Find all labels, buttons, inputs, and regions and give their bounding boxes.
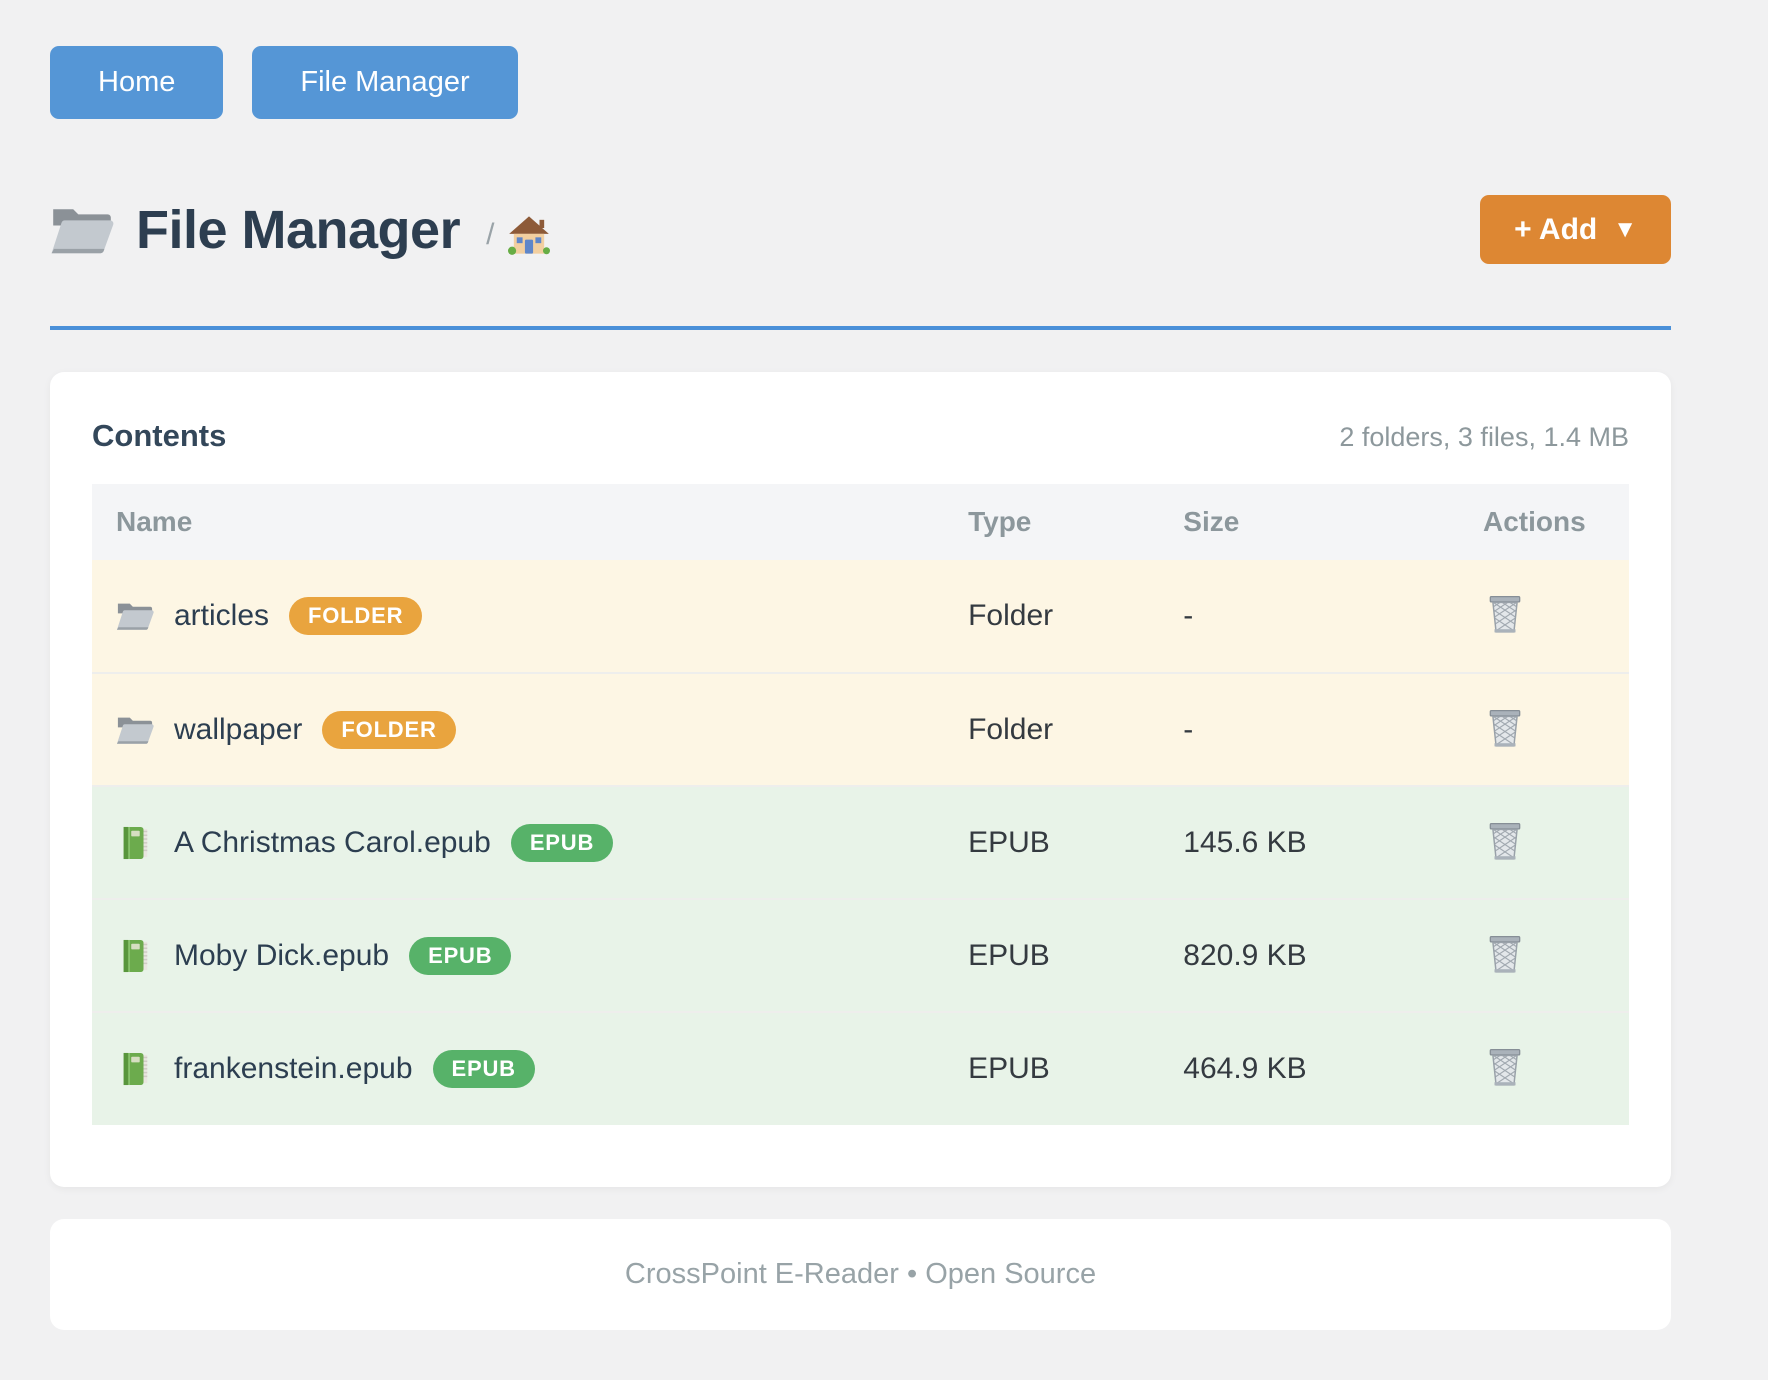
- file-name[interactable]: Moby Dick.epub: [174, 939, 389, 973]
- delete-button[interactable]: [1483, 589, 1527, 639]
- book-icon: [116, 826, 154, 860]
- file-table: Name Type Size Actions: [92, 484, 1629, 1125]
- file-type-badge: EPUB: [511, 824, 613, 862]
- trash-icon: [1487, 1046, 1523, 1088]
- book-icon: [116, 939, 154, 973]
- delete-button[interactable]: [1483, 1042, 1527, 1092]
- file-name-group: Moby Dick.epub EPUB: [116, 937, 968, 975]
- nav-file-manager-button[interactable]: File Manager: [252, 46, 517, 119]
- table-row[interactable]: frankenstein.epub EPUB EPUB 464.9 KB: [92, 1012, 1629, 1125]
- size-cell: -: [1183, 560, 1483, 673]
- file-type-badge: EPUB: [433, 1050, 535, 1088]
- contents-card-header: Contents 2 folders, 3 files, 1.4 MB: [92, 418, 1629, 454]
- file-name[interactable]: wallpaper: [174, 713, 302, 747]
- size-cell: 145.6 KB: [1183, 786, 1483, 899]
- delete-button[interactable]: [1483, 703, 1527, 753]
- column-header-name: Name: [92, 484, 968, 560]
- delete-button[interactable]: [1483, 816, 1527, 866]
- add-button[interactable]: + Add ▼: [1480, 195, 1671, 264]
- size-cell: -: [1183, 673, 1483, 786]
- folder-icon: [116, 599, 154, 633]
- type-cell: Folder: [968, 560, 1183, 673]
- breadcrumb-separator: /: [486, 218, 494, 252]
- file-name[interactable]: articles: [174, 599, 269, 633]
- title-group: File Manager /: [50, 199, 550, 261]
- file-name-group: articles FOLDER: [116, 597, 968, 635]
- file-name-group: wallpaper FOLDER: [116, 711, 968, 749]
- title-underline: [50, 326, 1671, 330]
- footer-card: CrossPoint E-Reader • Open Source: [50, 1219, 1671, 1330]
- file-type-badge: FOLDER: [322, 711, 455, 749]
- size-cell: 464.9 KB: [1183, 1012, 1483, 1125]
- size-cell: 820.9 KB: [1183, 899, 1483, 1012]
- top-nav: Home File Manager: [50, 46, 1671, 119]
- file-type-badge: FOLDER: [289, 597, 422, 635]
- page-header: File Manager / + Add ▼: [50, 195, 1671, 264]
- type-cell: Folder: [968, 673, 1183, 786]
- folder-icon: [116, 713, 154, 747]
- page-container: Home File Manager File Manager /: [50, 0, 1671, 1330]
- add-button-label: + Add: [1514, 213, 1597, 247]
- trash-icon: [1487, 593, 1523, 635]
- trash-icon: [1487, 820, 1523, 862]
- trash-icon: [1487, 707, 1523, 749]
- house-icon[interactable]: [508, 215, 550, 255]
- footer-text: CrossPoint E-Reader • Open Source: [625, 1258, 1096, 1291]
- book-icon: [116, 1052, 154, 1086]
- nav-home-button[interactable]: Home: [50, 46, 223, 119]
- file-table-body: articles FOLDER Folder -: [92, 560, 1629, 1125]
- chevron-down-icon: ▼: [1613, 216, 1637, 244]
- file-name-group: A Christmas Carol.epub EPUB: [116, 824, 968, 862]
- file-table-header: Name Type Size Actions: [92, 484, 1629, 560]
- table-row[interactable]: wallpaper FOLDER Folder -: [92, 673, 1629, 786]
- column-header-type: Type: [968, 484, 1183, 560]
- file-type-badge: EPUB: [409, 937, 511, 975]
- folder-icon: [50, 202, 114, 258]
- contents-card: Contents 2 folders, 3 files, 1.4 MB Name…: [50, 372, 1671, 1187]
- file-name[interactable]: frankenstein.epub: [174, 1052, 413, 1086]
- type-cell: EPUB: [968, 1012, 1183, 1125]
- contents-heading: Contents: [92, 418, 226, 454]
- table-row[interactable]: A Christmas Carol.epub EPUB EPUB 145.6 K…: [92, 786, 1629, 899]
- page-title: File Manager: [136, 199, 460, 261]
- column-header-size: Size: [1183, 484, 1483, 560]
- table-row[interactable]: Moby Dick.epub EPUB EPUB 820.9 KB: [92, 899, 1629, 1012]
- file-name[interactable]: A Christmas Carol.epub: [174, 826, 491, 860]
- contents-summary: 2 folders, 3 files, 1.4 MB: [1339, 422, 1629, 453]
- type-cell: EPUB: [968, 786, 1183, 899]
- type-cell: EPUB: [968, 899, 1183, 1012]
- delete-button[interactable]: [1483, 929, 1527, 979]
- trash-icon: [1487, 933, 1523, 975]
- file-name-group: frankenstein.epub EPUB: [116, 1050, 968, 1088]
- column-header-actions: Actions: [1483, 484, 1629, 560]
- table-row[interactable]: articles FOLDER Folder -: [92, 560, 1629, 673]
